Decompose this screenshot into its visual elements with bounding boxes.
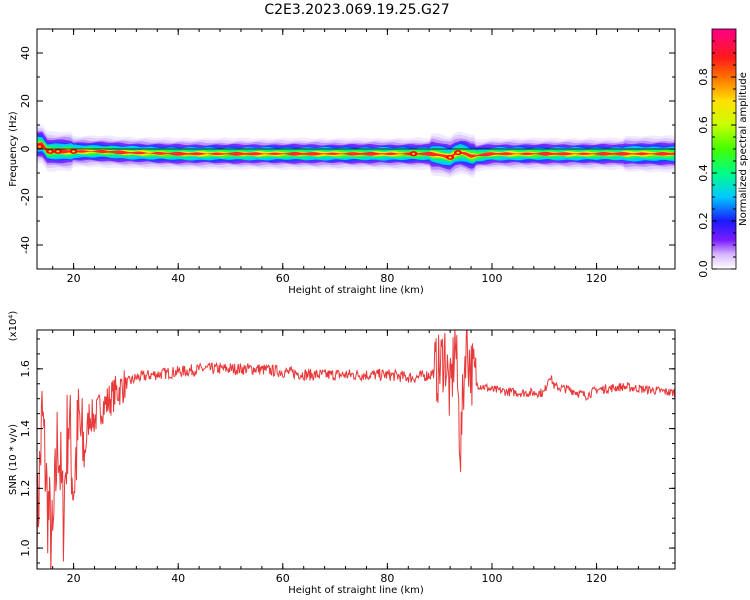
snr-xtick-label: 60 [276, 572, 290, 585]
colorbar-tick-label: 0.6 [697, 116, 710, 134]
spectral-ridge [37, 124, 675, 178]
snr-yunit: (x10⁴) [8, 311, 19, 342]
ridge-peak-core [412, 152, 416, 155]
spec-ytick-label: 0 [19, 146, 32, 153]
spec-xtick-label: 60 [276, 272, 290, 285]
colorbar-tick-label: 0.4 [697, 164, 710, 182]
spec-xtick-label: 40 [171, 272, 185, 285]
colorbar-tick-label: 0.8 [697, 68, 710, 86]
ridge-peak-core [38, 145, 42, 148]
snr-ytick-label: 1.2 [19, 480, 32, 498]
snr-ytick-label: 1.0 [19, 539, 32, 557]
snr-xtick-label: 20 [67, 572, 81, 585]
spec-xtick-label: 100 [481, 272, 502, 285]
spec-ytick-label: -40 [19, 236, 32, 254]
ridge-peak-core [56, 150, 60, 153]
ridge-band [37, 142, 675, 160]
colorbar-gradient [711, 28, 737, 270]
snr-ytick-label: 1.6 [19, 360, 32, 378]
snr-series-line [37, 330, 675, 569]
figure-title: C2E3.2023.069.19.25.G27 [264, 2, 449, 18]
snr-xtick-label: 100 [481, 572, 502, 585]
spec-xtick-label: 80 [380, 272, 394, 285]
spec-xtick-label: 20 [67, 272, 81, 285]
colorbar-tick-label: 0.2 [697, 212, 710, 230]
snr-frame [36, 329, 676, 570]
ridge-band [37, 140, 675, 162]
snr-xtick-label: 80 [380, 572, 394, 585]
snr-xlabel: Height of straight line (km) [288, 585, 424, 596]
spec-ytick-label: 40 [19, 46, 32, 60]
spectrogram-xlabel: Height of straight line (km) [288, 285, 424, 296]
spectrogram-panel: 20 40 60 80 100 120 -40 -20 0 20 40 Height of strai… [8, 28, 676, 296]
snr-xtick-label: 40 [171, 572, 185, 585]
colorbar-label: Normalized spectral amplitude [738, 72, 749, 226]
ridge-peak-core [448, 156, 452, 159]
snr-xtick-label: 120 [586, 572, 607, 585]
colorbar: 0.0 0.2 0.4 0.6 0.8 Normalized spectral ampli… [697, 28, 749, 278]
colorbar-tick-label: 0.0 [697, 260, 710, 278]
ridge-peak-core [48, 150, 52, 153]
snr-ylabel: SNR (10 * v/v) [8, 424, 19, 495]
ridge-peak-core [72, 150, 76, 153]
spec-ytick-label: 20 [19, 94, 32, 108]
ridge-peak-core [456, 151, 460, 154]
snr-panel: 20 40 60 80 100 120 1.0 1.2 1.4 1.6 Height of stra… [8, 311, 676, 596]
snr-ytick-label: 1.4 [19, 420, 32, 438]
spectrogram-ylabel: Frequency (Hz) [8, 111, 19, 187]
spec-ytick-label: -20 [19, 188, 32, 206]
ridge-band [37, 142, 675, 161]
spec-xtick-label: 120 [586, 272, 607, 285]
